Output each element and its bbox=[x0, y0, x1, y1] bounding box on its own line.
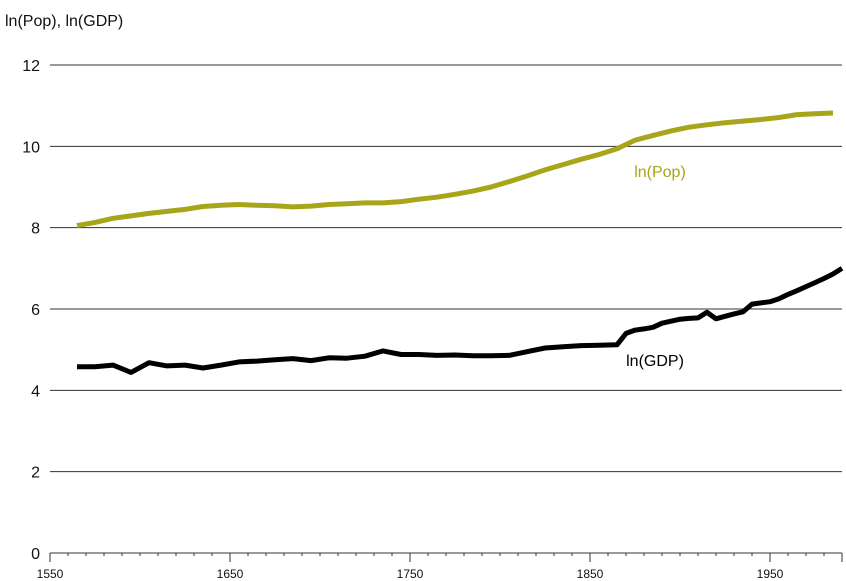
y-tick-label: 2 bbox=[31, 465, 40, 482]
y-tick-label: 0 bbox=[31, 546, 40, 563]
y-tick-label: 6 bbox=[31, 302, 40, 319]
y-tick-label: 12 bbox=[22, 58, 40, 75]
y-axis-ticks: 0 2 4 6 8 10 12 bbox=[22, 58, 40, 563]
y-axis-title: ln(Pop), ln(GDP) bbox=[5, 13, 123, 30]
x-tick-label: 1750 bbox=[397, 567, 424, 581]
y-tick-label: 10 bbox=[22, 139, 40, 156]
y-tick-label: 4 bbox=[31, 383, 40, 400]
series-lines bbox=[76, 110, 844, 375]
x-tick-label: 1850 bbox=[577, 567, 604, 581]
series-label-0: ln(Pop) bbox=[634, 164, 686, 181]
x-axis: 1550 1650 1750 1850 1950 bbox=[37, 552, 843, 581]
gridlines bbox=[50, 64, 842, 473]
series-line-0 bbox=[76, 110, 834, 229]
series-line-1 bbox=[77, 266, 844, 375]
series-label-1: ln(GDP) bbox=[626, 353, 684, 370]
x-tick-label: 1550 bbox=[37, 567, 64, 581]
x-tick-label: 1950 bbox=[757, 567, 784, 581]
x-tick-label: 1650 bbox=[217, 567, 244, 581]
y-tick-label: 8 bbox=[31, 221, 40, 238]
series-labels: ln(Pop) ln(GDP) bbox=[626, 164, 686, 370]
